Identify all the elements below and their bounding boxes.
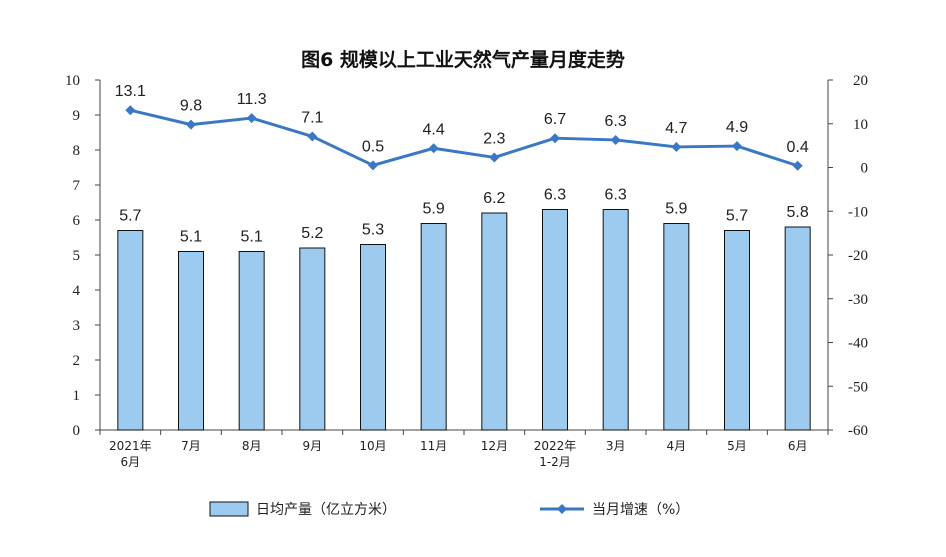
x-tick-label: 4月 bbox=[667, 439, 687, 453]
line-point bbox=[428, 143, 439, 154]
line-point bbox=[489, 152, 500, 163]
line-point bbox=[246, 113, 257, 124]
line-series: 13.1 9.8 11.3 7.1 0.5 4.4 2.3 6.7 6.3 4.7 4.9 0.4 bbox=[115, 83, 809, 171]
line-value-label: 2.3 bbox=[483, 130, 505, 147]
left-tick-label: 5 bbox=[73, 248, 81, 264]
bar-value-label: 5.8 bbox=[787, 204, 809, 221]
left-tick-label: 0 bbox=[73, 423, 81, 439]
line-value-label: 0.4 bbox=[787, 139, 809, 156]
line-value-label: 11.3 bbox=[237, 91, 267, 108]
right-tick-label: -60 bbox=[848, 423, 868, 439]
bar bbox=[178, 251, 204, 431]
bar-value-label: 5.7 bbox=[119, 208, 141, 225]
line-value-label: 4.7 bbox=[665, 120, 687, 137]
bar bbox=[542, 209, 568, 431]
line-value-label: 6.3 bbox=[605, 113, 627, 130]
x-tick-label: 2022年 bbox=[534, 439, 577, 453]
line-value-label: 13.1 bbox=[115, 83, 146, 100]
x-tick-label: 6月 bbox=[121, 455, 141, 469]
left-tick-label: 3 bbox=[73, 318, 81, 334]
axes: 0 1 2 3 4 5 6 7 8 9 10 -60 -50 -40 -30 -20 -10 0 10 20 2021年… bbox=[65, 73, 868, 469]
line-point bbox=[792, 160, 803, 171]
x-tick-label: 9月 bbox=[303, 439, 323, 453]
bar-series: 5.7 5.1 5.1 5.2 5.3 5.9 6.2 6.3 6.3 5.9 5.7 5.8 bbox=[117, 187, 811, 431]
bar-value-label: 6.2 bbox=[483, 190, 505, 207]
x-tick-label: 2021年 bbox=[109, 439, 152, 453]
bar bbox=[360, 244, 386, 431]
line-point bbox=[610, 134, 621, 145]
right-tick-label: 0 bbox=[861, 161, 869, 177]
bar-value-label: 5.2 bbox=[301, 225, 323, 242]
line-value-label: 7.1 bbox=[301, 109, 323, 126]
bar-value-label: 5.9 bbox=[665, 201, 687, 218]
legend: 日均产量（亿立方米） 当月增速（%） bbox=[209, 501, 689, 518]
legend-line-label: 当月增速（%） bbox=[592, 502, 689, 518]
left-tick-label: 6 bbox=[73, 213, 81, 229]
bar-value-label: 5.3 bbox=[362, 222, 384, 239]
left-tick-label: 1 bbox=[73, 388, 81, 404]
bar-value-label: 6.3 bbox=[544, 187, 566, 204]
legend-bar-swatch bbox=[209, 501, 249, 517]
line-point bbox=[732, 141, 742, 152]
bar-value-label: 5.7 bbox=[726, 208, 748, 225]
line-value-label: 0.5 bbox=[362, 138, 384, 155]
right-tick-label: -10 bbox=[848, 204, 868, 220]
bar bbox=[238, 251, 265, 431]
bar bbox=[299, 247, 326, 431]
left-tick-label: 2 bbox=[73, 353, 81, 369]
right-tick-label: 10 bbox=[853, 117, 868, 133]
line-point bbox=[671, 141, 682, 152]
left-tick-label: 8 bbox=[73, 143, 81, 159]
x-tick-label: 11月 bbox=[420, 439, 447, 453]
line-value-label: 9.8 bbox=[180, 98, 202, 115]
x-tick-label: 3月 bbox=[606, 439, 626, 453]
chart-title: 图6 规模以上工业天然气产量月度走势 bbox=[301, 48, 625, 71]
bar bbox=[724, 230, 750, 431]
bar bbox=[481, 212, 508, 431]
bar bbox=[663, 223, 690, 431]
x-tick-label: 1-2月 bbox=[539, 455, 571, 469]
bar bbox=[117, 230, 144, 431]
right-tick-label: -30 bbox=[848, 292, 868, 308]
line-value-label: 4.4 bbox=[423, 121, 445, 138]
left-tick-label: 4 bbox=[73, 283, 81, 299]
bar bbox=[602, 209, 629, 431]
x-tick-label: 5月 bbox=[727, 439, 747, 453]
right-tick-label: -40 bbox=[848, 336, 868, 352]
legend-line-marker bbox=[557, 504, 567, 514]
bar-value-label: 5.1 bbox=[241, 229, 263, 246]
legend-bar-label: 日均产量（亿立方米） bbox=[256, 502, 396, 518]
x-tick-label: 10月 bbox=[359, 439, 386, 453]
line-point bbox=[307, 131, 318, 142]
x-tick-label: 7月 bbox=[181, 439, 201, 453]
x-tick-label: 12月 bbox=[481, 439, 508, 453]
bar-value-label: 5.1 bbox=[180, 229, 202, 246]
line-value-label: 4.9 bbox=[726, 119, 748, 136]
line-point bbox=[125, 105, 136, 116]
line-point bbox=[186, 119, 196, 130]
right-tick-label: -50 bbox=[848, 379, 868, 395]
left-tick-label: 9 bbox=[73, 108, 81, 124]
growth-line bbox=[129, 108, 799, 168]
x-tick-label: 6月 bbox=[788, 439, 808, 453]
right-tick-label: -20 bbox=[848, 248, 868, 264]
bar bbox=[784, 226, 811, 431]
line-point bbox=[550, 133, 560, 144]
bar-value-label: 6.3 bbox=[605, 187, 627, 204]
bar bbox=[420, 223, 447, 431]
x-tick-label: 8月 bbox=[242, 439, 262, 453]
line-point bbox=[368, 160, 378, 171]
right-tick-label: 20 bbox=[853, 73, 868, 89]
line-value-label: 6.7 bbox=[544, 111, 566, 128]
bar-value-label: 5.9 bbox=[423, 201, 445, 218]
left-tick-label: 7 bbox=[73, 178, 81, 194]
left-tick-label: 10 bbox=[65, 73, 80, 89]
